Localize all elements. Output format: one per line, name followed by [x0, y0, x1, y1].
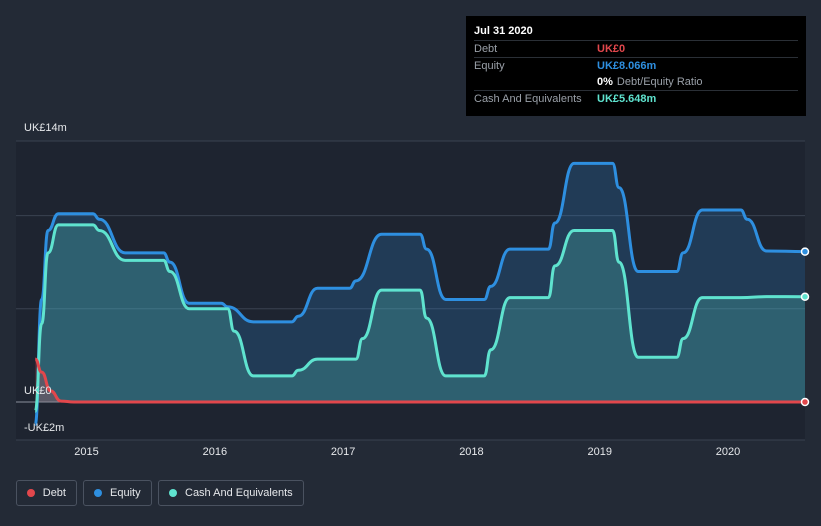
legend-debt-label: Debt: [42, 487, 66, 499]
x-tick-label-2015: 2015: [74, 446, 99, 458]
y-tick-label-top: UK£14m: [24, 122, 67, 134]
legend-equity-swatch: [94, 489, 102, 497]
tooltip-debt-label: Debt: [474, 43, 498, 55]
tooltip-panel: Jul 31 2020 Debt UK£0 Equity UK£8.066m 0…: [466, 16, 806, 116]
x-tick-label-2020: 2020: [715, 446, 741, 458]
series-areas: [35, 163, 806, 425]
line-cash-and-equivalents: [33, 223, 806, 413]
x-tick-label-2019: 2019: [587, 446, 612, 458]
area-equity: [35, 163, 806, 425]
area-cash-and-equivalents: [35, 224, 806, 412]
x-tick-label-2017: 2017: [330, 446, 356, 458]
legend-item-cash[interactable]: Cash And Equivalents: [158, 480, 304, 506]
tooltip-ratio-label: Debt/Equity Ratio: [616, 76, 703, 88]
legend-cash-swatch: [169, 489, 177, 497]
end-marker-equity: [800, 247, 810, 256]
tooltip-row-debt: Debt UK£0: [474, 40, 798, 57]
tooltip-row-equity: Equity UK£8.066m: [474, 57, 798, 74]
tooltip-equity-label: Equity: [474, 60, 505, 72]
tooltip-ratio-value: 0%: [597, 76, 613, 88]
line-debt: [34, 357, 805, 404]
legend-item-equity[interactable]: Equity: [83, 480, 152, 506]
tooltip-debt-value: UK£0: [597, 43, 626, 55]
legend-equity-label: Equity: [110, 487, 141, 499]
series-lines: [33, 161, 806, 426]
tooltip-cash-value: UK£5.648m: [597, 93, 657, 105]
legend-item-debt[interactable]: Debt: [16, 480, 77, 506]
tooltip-date: Jul 31 2020: [474, 25, 533, 37]
tooltip-row-ratio: 0% Debt/Equity Ratio: [474, 74, 798, 90]
y-tick-label-bottom: -UK£2m: [24, 422, 65, 434]
tooltip-row-cash: Cash And Equivalents UK£5.648m: [474, 90, 798, 107]
x-tick-label-2018: 2018: [459, 446, 484, 458]
end-marker-debt: [800, 397, 810, 407]
line-equity: [33, 161, 806, 426]
series-end-markers: [800, 247, 810, 407]
y-tick-label-zero: UK£0: [24, 385, 52, 397]
legend-debt-swatch: [27, 489, 35, 497]
x-tick-label-2016: 2016: [202, 446, 228, 458]
tooltip-equity-value: UK£8.066m: [597, 60, 657, 72]
tooltip-cash-label: Cash And Equivalents: [474, 93, 582, 105]
end-marker-cash-and-equivalents: [800, 292, 810, 301]
legend-cash-label: Cash And Equivalents: [185, 487, 293, 499]
